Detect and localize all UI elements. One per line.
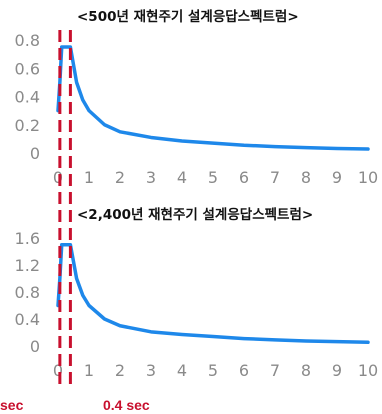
y-tick-label: 0 — [30, 144, 40, 163]
x-tick-label: 4 — [177, 168, 187, 187]
series-line — [56, 45, 370, 151]
x-tick-label: 8 — [301, 361, 311, 380]
y-tick-label: 0 — [30, 337, 40, 356]
chart-500-year: <500년 재현주기 설계응답스펙트럼> 0 0.2 0.4 0.6 0.8 0 1 2 3 4… — [15, 8, 379, 187]
x-tick-label: 5 — [208, 168, 218, 187]
left-period-label: sec — [0, 397, 24, 413]
x-tick-labels: 0 1 2 3 4 5 6 7 8 9 10 — [53, 361, 378, 380]
y-tick-label: 0.4 — [15, 310, 40, 329]
x-tick-label: 6 — [239, 168, 249, 187]
x-tick-label: 2 — [115, 168, 125, 187]
x-tick-label: 9 — [332, 361, 342, 380]
chart-title: <2,400년 재현주기 설계응답스펙트럼> — [77, 206, 313, 223]
x-tick-label: 9 — [332, 168, 342, 187]
period-marker-lines — [58, 30, 72, 388]
x-tick-label: 5 — [208, 361, 218, 380]
period-labels: sec 0.4 sec — [0, 386, 182, 414]
x-tick-label: 10 — [358, 361, 378, 380]
chart-2400-year: <2,400년 재현주기 설계응답스펙트럼> 0 0.4 0.8 1.2 1.6 0 1 2… — [15, 206, 379, 380]
x-tick-label: 2 — [115, 361, 125, 380]
x-tick-label: 0 — [53, 168, 63, 187]
right-period-label: 0.4 sec — [103, 397, 150, 413]
y-tick-label: 0.8 — [15, 283, 40, 302]
y-tick-label: 0.8 — [15, 31, 40, 50]
series-line — [56, 243, 370, 345]
y-tick-label: 1.2 — [15, 256, 40, 275]
y-tick-label: 1.6 — [15, 229, 40, 248]
x-tick-label: 7 — [270, 168, 280, 187]
chart-title: <500년 재현주기 설계응답스펙트럼> — [77, 8, 299, 25]
y-tick-label: 0.2 — [15, 116, 40, 135]
y-tick-label: 0.4 — [15, 88, 40, 107]
series-group — [56, 45, 370, 151]
y-tick-labels: 0 0.4 0.8 1.2 1.6 — [15, 229, 40, 356]
x-tick-label: 10 — [358, 168, 378, 187]
x-tick-label: 3 — [146, 168, 156, 187]
y-tick-label: 0.6 — [15, 59, 40, 78]
x-tick-label: 6 — [239, 361, 249, 380]
x-tick-label: 7 — [270, 361, 280, 380]
x-tick-label: 0 — [53, 361, 63, 380]
x-tick-label: 8 — [301, 168, 311, 187]
x-tick-label: 4 — [177, 361, 187, 380]
x-tick-labels: 0 1 2 3 4 5 6 7 8 9 10 — [53, 168, 378, 187]
x-tick-label: 1 — [84, 168, 94, 187]
series-group — [56, 243, 370, 345]
x-tick-label: 1 — [84, 361, 94, 380]
y-tick-labels: 0 0.2 0.4 0.6 0.8 — [15, 31, 40, 163]
label-backdrop — [50, 386, 182, 414]
x-tick-label: 3 — [146, 361, 156, 380]
